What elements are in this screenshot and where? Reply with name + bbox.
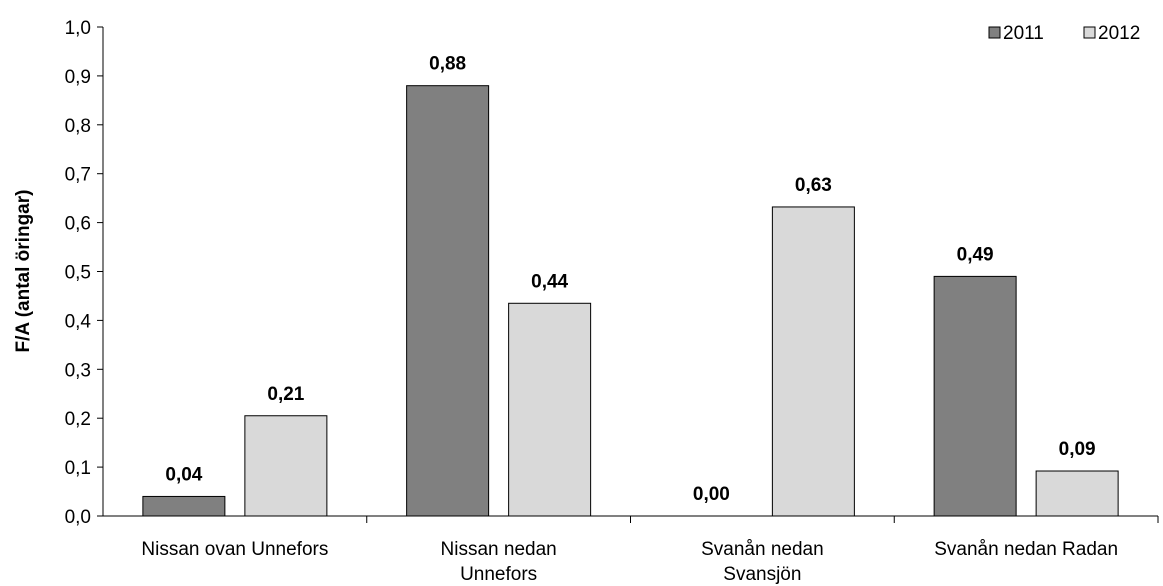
data-labels: 0,04 0,21 0,88 0,44 0,00 0,63 0,49 0,09 — [165, 54, 1095, 505]
data-label: 0,00 — [693, 484, 730, 505]
y-tick-label: 0,0 — [65, 507, 91, 528]
category-label: Nissan ovan Unnefors — [141, 539, 328, 560]
y-axis-title-group: F/A (antal öringar) — [13, 190, 34, 353]
data-label: 0,04 — [165, 464, 202, 485]
y-tick-label: 0,7 — [65, 165, 91, 186]
y-tick-label: 0,3 — [65, 360, 91, 381]
legend-swatch-2012 — [1083, 26, 1096, 39]
data-label: 0,44 — [531, 271, 568, 292]
bar-2012-2 — [771, 206, 855, 517]
category-label: Svanån nedan — [701, 539, 824, 560]
bars — [142, 85, 1119, 517]
y-tick-label: 0,6 — [65, 214, 91, 235]
legend-swatch-2011 — [988, 26, 1001, 39]
category-label: Nissan nedan — [441, 539, 557, 560]
legend-label: 2011 — [1003, 23, 1044, 44]
y-tick-label: 0,8 — [65, 116, 91, 137]
bar-2011-3 — [933, 275, 1017, 517]
legend: 2011 2012 — [988, 23, 1140, 44]
category-label: Svanån nedan Radan — [934, 539, 1118, 560]
legend-label: 2012 — [1098, 23, 1140, 44]
data-label: 0,21 — [267, 384, 304, 405]
data-label: 0,88 — [429, 54, 466, 75]
category-labels: Nissan ovan Unnefors Nissan nedan Unnefors… — [141, 539, 1118, 585]
category-label: Unnefors — [460, 564, 537, 585]
y-tick-label: 0,5 — [65, 263, 91, 284]
bar-2011-1 — [406, 85, 490, 517]
y-tick-label: 0,9 — [65, 67, 91, 88]
y-axis-title: F/A (antal öringar) — [13, 190, 34, 353]
y-tick-label: 0,4 — [65, 311, 92, 332]
y-tick-label: 1,0 — [65, 18, 91, 39]
data-label: 0,49 — [957, 244, 994, 265]
y-axis-ticks: 0,0 0,1 0,2 0,3 0,4 0,5 0,6 0,7 0,8 0,9 1,0 — [65, 18, 103, 528]
bar-2011-0 — [142, 495, 226, 517]
bar-2012-0 — [244, 415, 328, 517]
category-label: Svansjön — [723, 564, 801, 585]
bar-2012-3 — [1035, 470, 1119, 517]
y-tick-label: 0,1 — [65, 458, 91, 479]
y-tick-label: 0,2 — [65, 409, 91, 430]
data-label: 0,63 — [795, 175, 832, 196]
data-label: 0,09 — [1059, 439, 1096, 460]
bar-2012-1 — [508, 302, 592, 517]
